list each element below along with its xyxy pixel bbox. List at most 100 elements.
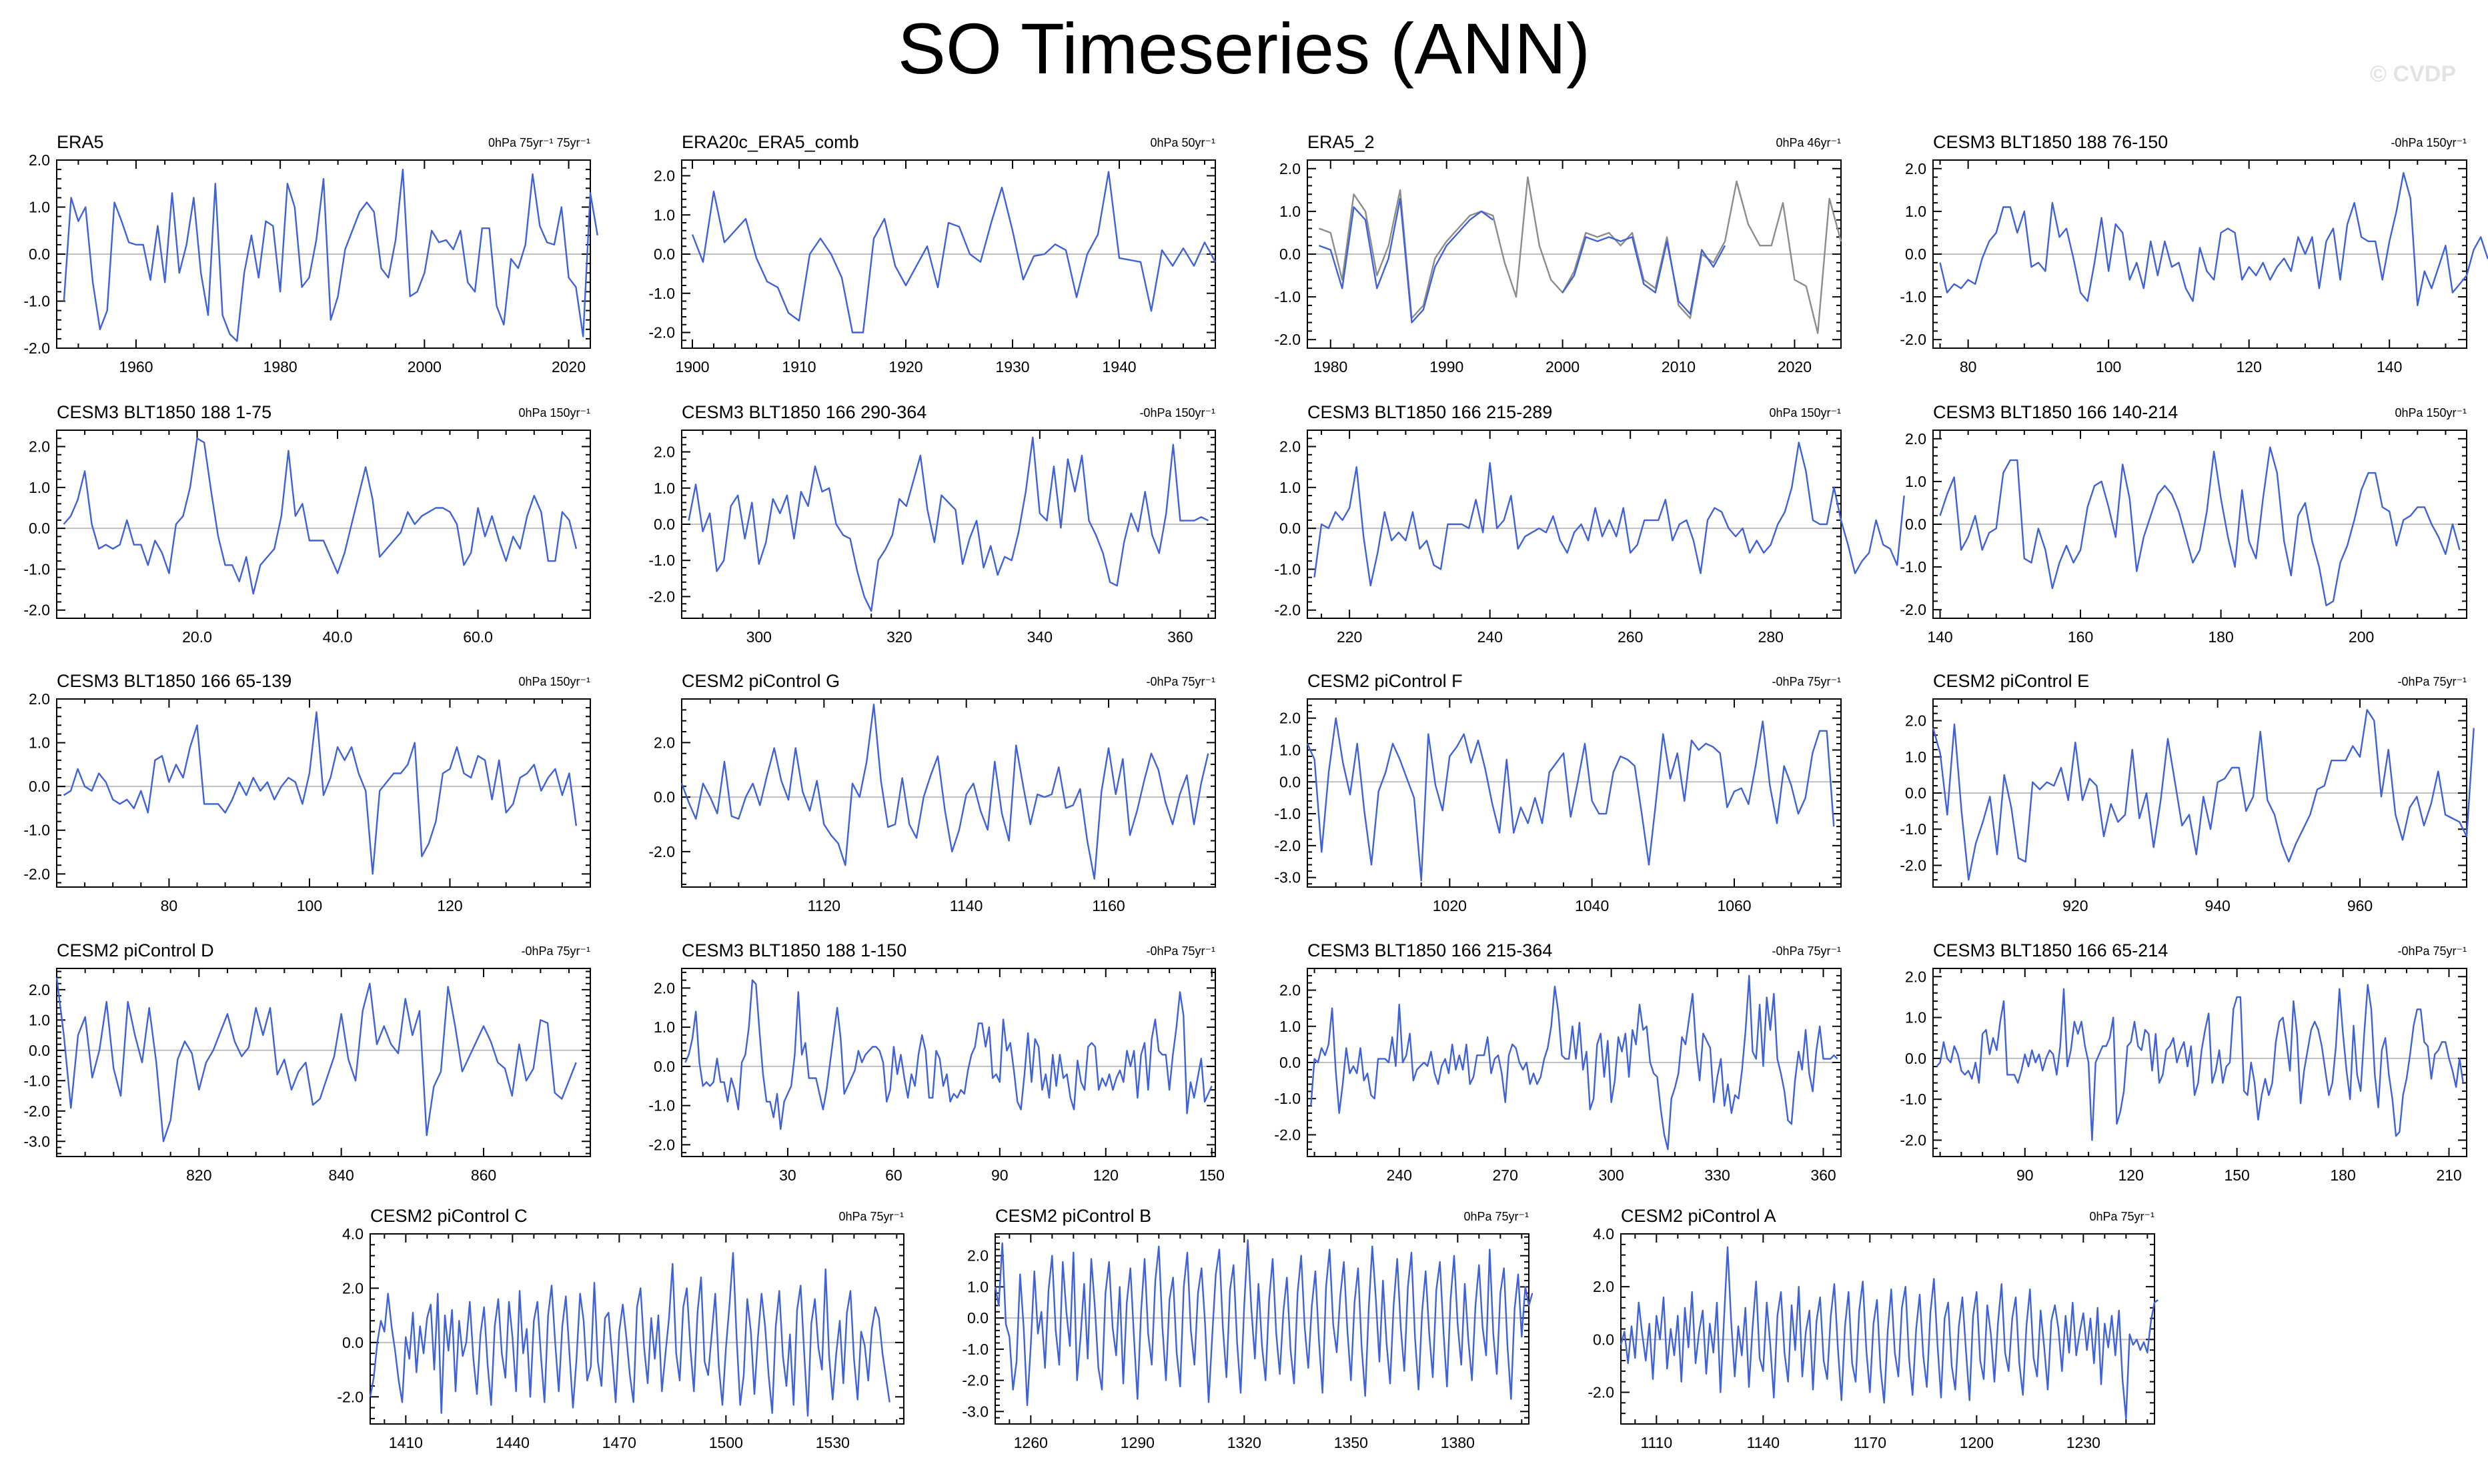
y-tick-label: -1.0 xyxy=(23,293,50,310)
y-tick-label: 1.0 xyxy=(1905,748,1926,766)
x-tick-label: 160 xyxy=(2068,628,2093,646)
panel-title: ERA5 xyxy=(57,132,104,152)
y-tick-label: -1.0 xyxy=(1900,820,1926,838)
y-tick-label: -2.0 xyxy=(1900,1131,1926,1149)
y-tick-label: -2.0 xyxy=(1900,601,1926,618)
y-tick-label: 4.0 xyxy=(342,1225,364,1243)
x-tick-label: 1230 xyxy=(2066,1434,2100,1451)
x-tick-label: 120 xyxy=(437,897,462,914)
panel-19: -2.0 0.0 2.0 4.0 1110 1140 1170 1200 1230 CESM2 p… xyxy=(1588,1206,2159,1451)
x-tick-label: 1960 xyxy=(119,358,153,376)
y-tick-label: 1.0 xyxy=(29,1011,50,1028)
panel-title: CESM3 BLT1850 166 215-289 xyxy=(1307,402,1552,422)
panel-units-label: -0hPa 150yr⁻¹ xyxy=(1139,406,1215,420)
panel-units-label: 0hPa 75yr⁻¹ xyxy=(1463,1210,1529,1223)
x-tick-label: 40.0 xyxy=(323,628,353,646)
series-line-cesm2-picontrol-g xyxy=(680,704,1209,880)
x-tick-label: 220 xyxy=(1337,628,1362,646)
x-tick-label: 2000 xyxy=(408,358,442,376)
y-tick-label: 1.0 xyxy=(29,199,50,216)
series-line-cesm3-blt1850-166-215-364 xyxy=(1310,974,1838,1151)
y-tick-label: 0.0 xyxy=(967,1309,989,1327)
series-line-era20c-era5-comb xyxy=(691,171,1217,333)
y-tick-label: 0.0 xyxy=(29,1042,50,1059)
x-tick-label: 1320 xyxy=(1227,1434,1261,1451)
y-tick-label: -2.0 xyxy=(1588,1384,1614,1401)
panel-units-label: 0hPa 150yr⁻¹ xyxy=(2395,406,2467,420)
panel-title: CESM3 BLT1850 188 76-150 xyxy=(1933,132,2168,152)
x-tick-label: 90 xyxy=(2016,1167,2034,1184)
y-tick-label: 1.0 xyxy=(654,206,675,223)
panel-units-label: -0hPa 75yr⁻¹ xyxy=(1772,675,1841,688)
panel-units-label: -0hPa 75yr⁻¹ xyxy=(521,944,590,958)
y-tick-label: 2.0 xyxy=(1593,1278,1614,1295)
panel-4: -2.0 -1.0 0.0 1.0 2.0 80 100 120 140 CESM3 BLT185… xyxy=(1900,132,2488,376)
panel-11: -3.0 -2.0 -1.0 0.0 1.0 2.0 1020 1040 1060 CESM2 p… xyxy=(1274,671,1842,914)
panel-units-label: -0hPa 75yr⁻¹ xyxy=(2397,944,2467,958)
panel-13: -3.0 -2.0 -1.0 0.0 1.0 2.0 820 840 860 CESM2 piCo… xyxy=(23,940,591,1184)
y-tick-label: 1.0 xyxy=(1279,1018,1301,1035)
panel-17: -2.0 0.0 2.0 4.0 1410 1440 1470 1500 1530 CESM2 p… xyxy=(337,1206,904,1451)
x-tick-label: 280 xyxy=(1758,628,1784,646)
x-tick-label: 100 xyxy=(2096,358,2121,376)
panel-title: CESM3 BLT1850 166 290-364 xyxy=(682,402,926,422)
y-tick-label: -2.0 xyxy=(648,843,675,860)
y-tick-label: 0.0 xyxy=(1279,245,1301,263)
x-tick-label: 1440 xyxy=(496,1434,530,1451)
panel-title: ERA5_2 xyxy=(1307,132,1375,152)
y-tick-label: -1.0 xyxy=(962,1341,989,1358)
y-tick-label: 2.0 xyxy=(1905,968,1926,985)
y-tick-label: -2.0 xyxy=(648,324,675,341)
x-tick-label: 240 xyxy=(1477,628,1502,646)
x-tick-label: 60.0 xyxy=(463,628,493,646)
x-tick-label: 1040 xyxy=(1575,897,1609,914)
panel-units-label: -0hPa 150yr⁻¹ xyxy=(2391,136,2467,149)
x-tick-label: 1470 xyxy=(602,1434,636,1451)
panel-title: CESM3 BLT1850 166 215-364 xyxy=(1307,940,1552,960)
x-tick-label: 180 xyxy=(2330,1167,2355,1184)
panel-title: CESM2 piControl A xyxy=(1621,1206,1776,1226)
x-tick-label: 1110 xyxy=(1640,1434,1672,1451)
panel-units-label: 0hPa 150yr⁻¹ xyxy=(1769,406,1841,420)
x-tick-label: 1160 xyxy=(1092,897,1125,914)
y-tick-label: -2.0 xyxy=(1274,602,1301,619)
panel-units-label: -0hPa 75yr⁻¹ xyxy=(2397,675,2467,688)
cvdp-watermark: © CVDP xyxy=(2370,61,2456,87)
x-tick-label: 1920 xyxy=(888,358,922,376)
y-tick-label: 2.0 xyxy=(967,1247,989,1265)
x-tick-label: 60 xyxy=(885,1167,902,1184)
panel-title: ERA20c_ERA5_comb xyxy=(682,132,859,152)
y-tick-label: 0.0 xyxy=(1279,773,1301,790)
y-tick-label: 0.0 xyxy=(1593,1331,1614,1348)
x-tick-label: 1060 xyxy=(1717,897,1751,914)
y-tick-label: -2.0 xyxy=(23,865,50,882)
y-tick-label: -1.0 xyxy=(23,822,50,839)
y-tick-label: 2.0 xyxy=(29,151,50,169)
y-tick-label: 2.0 xyxy=(1279,710,1301,727)
x-tick-label: 1290 xyxy=(1121,1434,1155,1451)
panel-title: CESM3 BLT1850 188 1-75 xyxy=(57,402,271,422)
y-tick-label: 1.0 xyxy=(967,1278,989,1295)
x-tick-label: 1140 xyxy=(950,897,983,914)
y-tick-label: -2.0 xyxy=(648,1136,675,1153)
x-tick-label: 140 xyxy=(2377,358,2402,376)
plot-frame xyxy=(681,968,1216,1157)
y-tick-label: 2.0 xyxy=(29,981,50,998)
x-tick-label: 2020 xyxy=(1778,358,1812,376)
panel-title: CESM3 BLT1850 188 1-150 xyxy=(682,940,906,960)
y-tick-label: -2.0 xyxy=(1900,331,1926,348)
x-tick-label: 2010 xyxy=(1662,358,1696,376)
y-tick-label: 1.0 xyxy=(654,1018,675,1036)
y-tick-label: 0.0 xyxy=(1905,245,1926,263)
x-tick-label: 2020 xyxy=(552,358,586,376)
x-tick-label: 140 xyxy=(1927,628,1952,646)
x-tick-label: 960 xyxy=(2347,897,2373,914)
series-line-era5 xyxy=(63,168,598,342)
x-tick-label: 1980 xyxy=(1313,358,1347,376)
panel-2: -2.0 -1.0 0.0 1.0 2.0 1900 1910 1920 1930 1940 ERA… xyxy=(648,132,1217,376)
series-line-cesm2-picontrol-c xyxy=(369,1252,890,1417)
y-tick-label: -1.0 xyxy=(1900,288,1926,305)
panel-14: -2.0 -1.0 0.0 1.0 2.0 30 60 90 120 150 CESM3 BLT18… xyxy=(648,940,1225,1184)
y-tick-label: -1.0 xyxy=(648,552,675,569)
x-tick-label: 300 xyxy=(1598,1167,1624,1184)
